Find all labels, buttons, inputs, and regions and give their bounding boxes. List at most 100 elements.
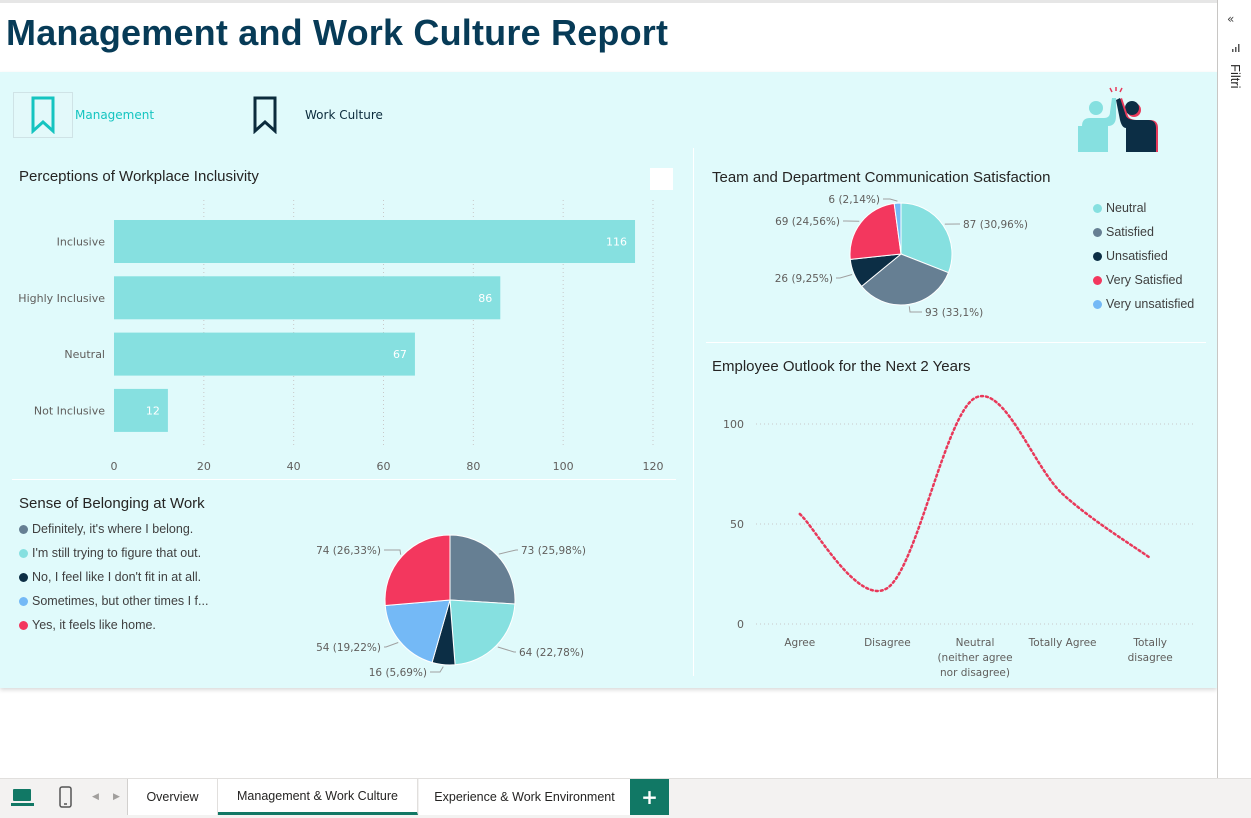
legend-item[interactable]: No, I feel like I don't fit in at all. [19, 565, 208, 589]
outlook-chart-title: Employee Outlook for the Next 2 Years [712, 358, 971, 375]
legend-label: Unsatisfied [1106, 249, 1168, 263]
pie-slice [449, 534, 516, 605]
bookmark-icon [13, 92, 73, 138]
x-tick-label: Agree [784, 637, 815, 649]
legend-dot [1093, 203, 1102, 213]
x-tick-label: 0 [111, 460, 118, 473]
data-label: 67 [393, 348, 407, 361]
legend-dot [19, 524, 28, 534]
legend-label: Sometimes, but other times I f... [32, 594, 209, 608]
legend-label: Satisfied [1106, 225, 1154, 239]
collapse-icon[interactable]: « [1227, 12, 1235, 26]
legend-label: Very Satisfied [1106, 273, 1183, 287]
legend-label: Very unsatisfied [1106, 297, 1195, 311]
leader-line [384, 642, 399, 648]
legend-item[interactable]: Very unsatisfied [1093, 292, 1194, 316]
x-tick-label: 80 [466, 460, 480, 473]
data-label: 93 (33,1%) [925, 307, 983, 319]
legend-item[interactable]: Sometimes, but other times I f... [19, 589, 208, 613]
visual-placeholder-tile [650, 168, 673, 190]
legend-dot [1093, 299, 1102, 309]
prev-page-icon[interactable]: ◀ [92, 792, 99, 802]
leader-line [498, 549, 518, 555]
category-label: Neutral [64, 348, 105, 361]
panel-divider [693, 148, 694, 676]
panel-divider [12, 479, 676, 480]
bar [114, 332, 415, 376]
data-label: 116 [606, 236, 627, 249]
x-tick-label: 100 [553, 460, 574, 473]
management-nav-label: Management [75, 108, 155, 122]
bookmark-icon [235, 92, 295, 138]
x-tick-label: 20 [197, 460, 211, 473]
legend-label: Neutral [1106, 201, 1147, 215]
mobile-view-icon[interactable] [58, 785, 74, 815]
data-label: 26 (9,25%) [775, 273, 833, 285]
pie-slice [384, 599, 451, 664]
leader-line [430, 666, 444, 673]
report-title: Management and Work Culture Report [6, 12, 669, 53]
leader-line [497, 646, 516, 653]
data-label: 6 (2,14%) [828, 194, 880, 206]
legend-dot [1093, 251, 1102, 261]
legend-item[interactable]: Very Satisfied [1093, 268, 1194, 292]
series-line [798, 394, 1152, 593]
y-tick-label: 0 [737, 618, 744, 631]
desktop-view-icon[interactable] [10, 785, 36, 815]
pie-slice [860, 253, 950, 306]
leader-line [384, 549, 402, 555]
work-culture-nav-button[interactable]: Work Culture [235, 92, 383, 138]
tab-experience-work-environment[interactable]: Experience & Work Environment [419, 779, 631, 815]
x-tick-label: nor disagree) [940, 667, 1010, 679]
x-tick-label: Totally [1132, 637, 1167, 649]
inclusivity-bar-chart[interactable]: 0 20 40 60 80 100 120 Inclusive 116 Highly Inclus… [14, 196, 678, 480]
y-tick-label: 50 [730, 518, 744, 531]
pie-slice [384, 534, 451, 606]
category-label: Highly Inclusive [18, 292, 105, 305]
category-label: Not Inclusive [34, 404, 105, 417]
x-tick-label: (neither agree [937, 652, 1012, 664]
leader-line [836, 274, 853, 279]
belonging-legend: Definitely, it's where I belong. I'm stil… [19, 517, 208, 637]
add-page-button[interactable]: + [630, 779, 669, 815]
bar [114, 276, 501, 320]
page-tab-bar: ◀ ▶ Overview Management & Work Culture E… [0, 778, 1251, 818]
legend-item[interactable]: Satisfied [1093, 220, 1194, 244]
legend-label: Yes, it feels like home. [32, 618, 156, 632]
data-label: 74 (26,33%) [316, 545, 381, 557]
outlook-line-chart[interactable]: 0 50 100 Agree Disagree Neutral (neither agree… [706, 380, 1206, 685]
high-five-icon [1078, 87, 1158, 152]
data-label: 64 (22,78%) [519, 647, 584, 659]
legend-item[interactable]: Definitely, it's where I belong. [19, 517, 208, 541]
data-label: 73 (25,98%) [521, 545, 586, 557]
tab-overview[interactable]: Overview [128, 779, 218, 815]
panel-divider [706, 342, 1206, 343]
legend-dot [19, 596, 28, 606]
legend-item[interactable]: Unsatisfied [1093, 244, 1194, 268]
belonging-pie-chart[interactable]: 73 (25,98%) 64 (22,78%) 16 (5,69%) 54 (19,2… [290, 520, 620, 690]
leader-line [908, 306, 922, 313]
management-nav-button[interactable]: Management [13, 92, 154, 138]
data-label: 87 (30,96%) [963, 219, 1028, 231]
pie-slice [893, 202, 902, 255]
x-tick-label: Disagree [864, 637, 911, 649]
bar [114, 220, 636, 263]
belonging-chart-title: Sense of Belonging at Work [19, 495, 205, 512]
legend-dot [19, 548, 28, 558]
inclusivity-chart-title: Perceptions of Workplace Inclusivity [19, 168, 259, 185]
leader-line [883, 198, 898, 202]
filters-panel: « Filtri [1217, 0, 1251, 778]
pie-slice [900, 202, 953, 274]
legend-item[interactable]: I'm still trying to figure that out. [19, 541, 208, 565]
legend-item[interactable]: Yes, it feels like home. [19, 613, 208, 637]
data-label: 69 (24,56%) [775, 216, 840, 228]
tab-management-work-culture[interactable]: Management & Work Culture [218, 779, 418, 815]
filters-panel-label[interactable]: Filtri [1228, 64, 1243, 89]
next-page-icon[interactable]: ▶ [113, 792, 120, 802]
filter-icon[interactable] [1232, 44, 1240, 55]
legend-item[interactable]: Neutral [1093, 196, 1194, 220]
legend-dot [19, 620, 28, 630]
top-border [0, 0, 1251, 3]
communication-pie-chart[interactable]: 87 (30,96%) 93 (33,1%) 26 (9,25%) 69 (24,56… [760, 186, 1080, 326]
